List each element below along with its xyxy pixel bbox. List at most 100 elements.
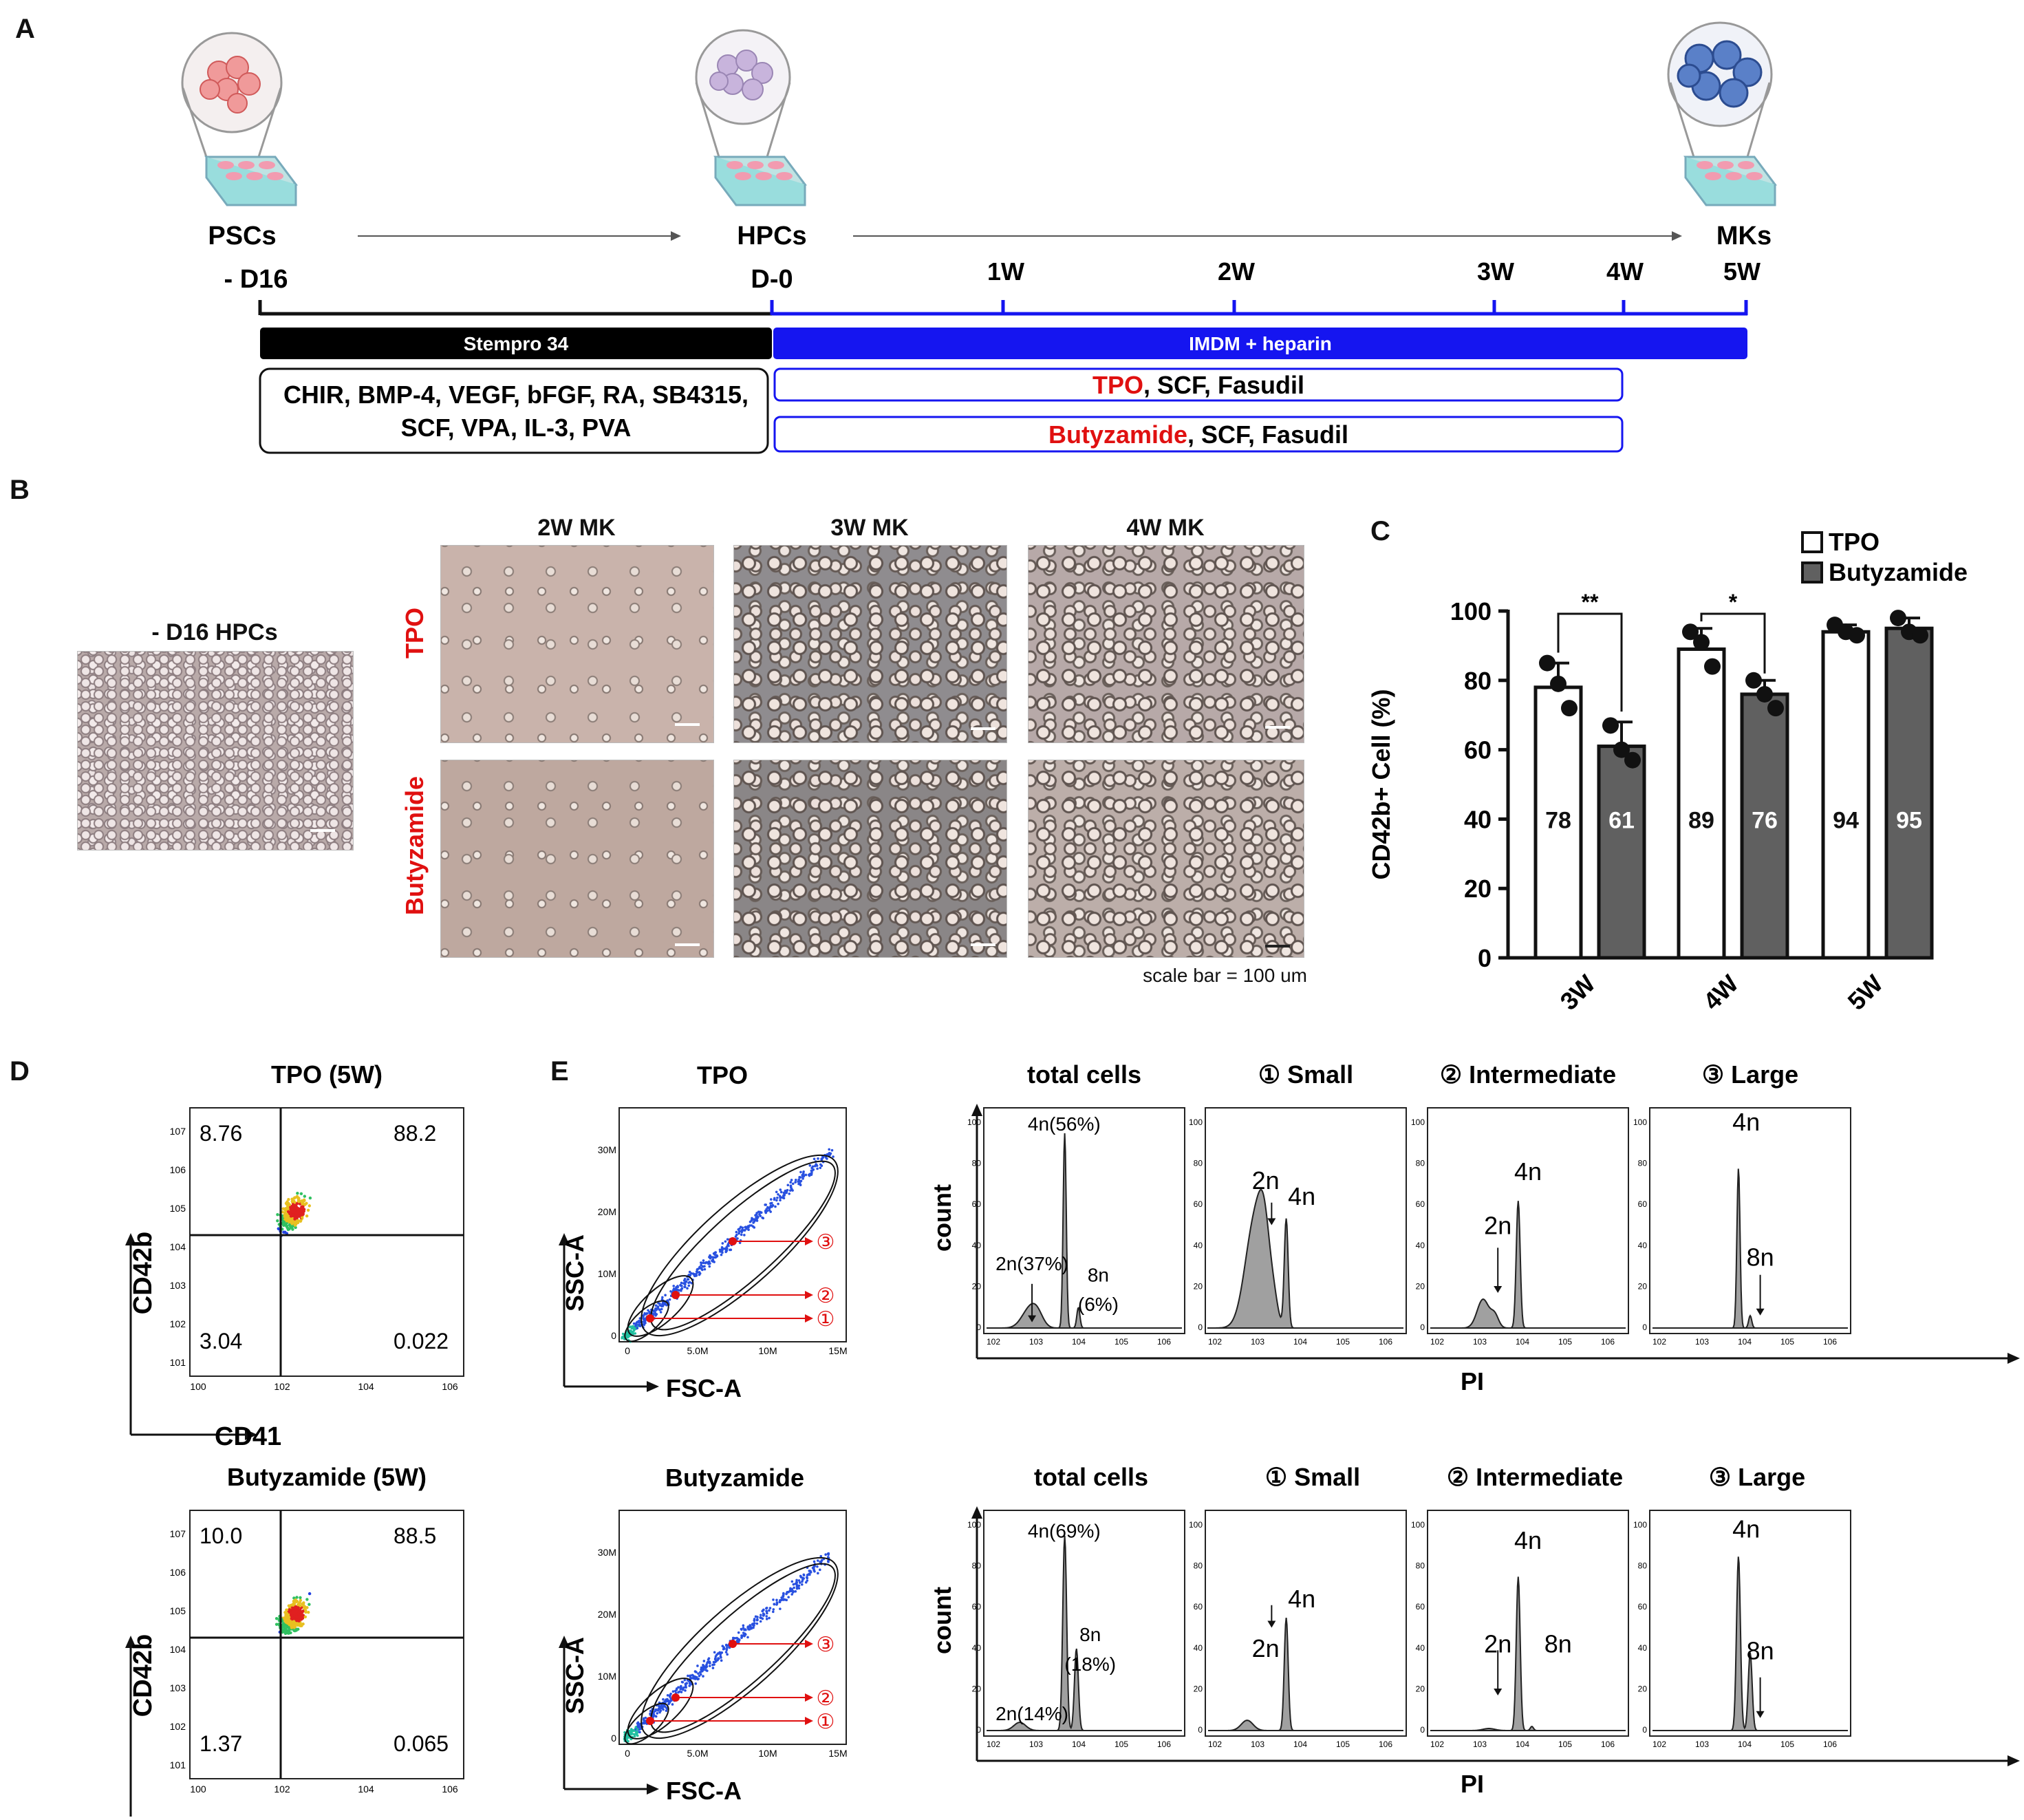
y-tick-label: 40	[1416, 1241, 1425, 1250]
event-dot	[701, 1265, 704, 1268]
protocol-timeline: PSCs HPCs MKs - D16 D-0 1W 2W 3W 4W 5W S…	[181, 21, 1777, 454]
gating-plot-title: TPO	[697, 1061, 748, 1089]
event-dot	[295, 1614, 299, 1618]
event-dot	[296, 1192, 299, 1195]
event-dot	[298, 1214, 302, 1217]
x-arrow-head	[2007, 1755, 2020, 1766]
y-tick-label: 103	[170, 1682, 186, 1693]
event-dot	[636, 1734, 639, 1737]
micrograph-tpo-3w	[733, 545, 1007, 743]
y-tick-label: 106	[170, 1567, 186, 1578]
event-dot	[290, 1617, 293, 1620]
event-dot	[799, 1574, 802, 1578]
event-dot	[702, 1675, 704, 1678]
event-dot	[286, 1621, 290, 1625]
event-dot	[707, 1658, 710, 1661]
event-dot	[299, 1624, 302, 1627]
bar-value-label: 95	[1896, 807, 1922, 833]
event-dot	[765, 1607, 768, 1610]
event-dot	[729, 1248, 731, 1252]
event-dot	[772, 1598, 775, 1601]
row-label-butyzamide: Butyzamide	[400, 775, 429, 915]
y-arrow-head	[971, 1104, 982, 1116]
event-dot	[719, 1655, 722, 1658]
event-dot	[769, 1198, 773, 1201]
event-dot	[790, 1179, 793, 1181]
y-tick-label: 20	[1638, 1684, 1648, 1693]
panel-letter-a: A	[15, 14, 35, 44]
event-dot	[817, 1157, 819, 1160]
event-dot	[299, 1615, 303, 1618]
y-tick-label: 0	[1642, 1323, 1647, 1332]
ploidy-annotation: 2n	[1252, 1634, 1280, 1662]
y-axis-label: SSC-A	[561, 1637, 589, 1714]
event-dot	[299, 1596, 302, 1600]
event-dot	[625, 1738, 628, 1742]
x-axis-label: FSC-A	[666, 1374, 742, 1402]
bar-value-label: 76	[1752, 807, 1778, 833]
event-dot	[680, 1680, 684, 1684]
event-dot	[285, 1624, 289, 1628]
gate-ellipse	[640, 1154, 839, 1337]
y-tick-label: 60	[1638, 1602, 1648, 1612]
event-dot	[284, 1630, 288, 1634]
event-dot	[707, 1260, 711, 1263]
event-dot	[811, 1165, 815, 1168]
event-dot	[287, 1197, 290, 1201]
y-tick-label: 101	[170, 1357, 186, 1368]
event-dot	[299, 1604, 302, 1607]
event-dot	[819, 1166, 822, 1170]
y-tick-label: 80	[1464, 667, 1492, 695]
event-dot	[786, 1188, 789, 1192]
event-dot	[806, 1576, 809, 1580]
event-dot	[816, 1559, 819, 1562]
x-tick-label: 15M	[828, 1748, 847, 1759]
pi-histograms: total cells 0 20 40 60 80 100 102 103 104 105 106 2n…	[928, 1060, 2020, 1798]
event-dot	[790, 1587, 794, 1591]
ploidy-annotation: 4n	[1514, 1526, 1542, 1554]
plot-frame	[189, 1107, 464, 1377]
x-tick-label: 104	[1516, 1739, 1529, 1749]
event-dot	[286, 1206, 290, 1210]
event-dot	[647, 1309, 649, 1312]
event-dot	[799, 1179, 803, 1183]
event-dot	[636, 1320, 639, 1323]
butyzamide-condition-box	[773, 416, 1624, 453]
event-dot	[735, 1233, 738, 1236]
event-dot	[621, 1336, 624, 1339]
gate-arrow-head	[805, 1314, 813, 1323]
event-dot	[666, 1694, 669, 1697]
peak-arrow-head	[1756, 1711, 1765, 1718]
panel-letter-c: C	[1370, 516, 1390, 546]
event-dot	[283, 1212, 288, 1215]
event-dot	[658, 1308, 661, 1312]
panel-letter-b: B	[10, 475, 30, 505]
butyzamide-condition-text: Butyzamide, SCF, Fasudil	[1048, 420, 1348, 449]
event-dot	[634, 1730, 638, 1733]
event-dot	[665, 1303, 668, 1307]
event-dot	[687, 1284, 691, 1287]
event-dot	[274, 1616, 279, 1620]
event-dot	[288, 1206, 292, 1209]
event-dot	[300, 1215, 304, 1219]
x-tick-label: 103	[1029, 1337, 1043, 1347]
event-dot	[285, 1612, 289, 1615]
event-dot	[750, 1224, 753, 1227]
event-dot	[779, 1196, 783, 1199]
plot-frame	[983, 1510, 1185, 1737]
event-dot	[816, 1565, 819, 1568]
data-point	[1756, 685, 1773, 703]
x-tick-label: 104	[1516, 1337, 1529, 1347]
event-dot	[308, 1204, 312, 1208]
x-tick-label: 0	[625, 1345, 630, 1356]
histogram-column-title: ① Small	[1265, 1463, 1360, 1491]
event-dot	[284, 1223, 288, 1227]
x-tick-label: 100	[190, 1381, 206, 1392]
data-point	[1745, 672, 1762, 689]
day-minus16: - D16	[224, 265, 288, 294]
event-dot	[308, 1196, 312, 1200]
gate-arrow-head	[805, 1237, 813, 1245]
event-dot	[692, 1273, 696, 1276]
plot-frame	[1427, 1107, 1629, 1334]
scale-bar	[310, 829, 335, 832]
